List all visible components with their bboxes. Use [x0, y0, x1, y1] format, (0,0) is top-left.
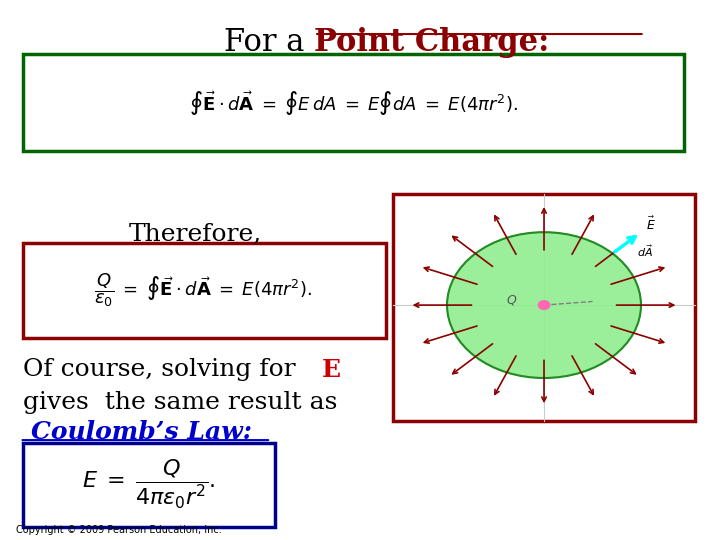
Text: Q: Q [507, 293, 517, 306]
Text: gives  the same result as: gives the same result as [23, 391, 338, 414]
FancyBboxPatch shape [23, 243, 386, 338]
Text: $d\vec{A}$: $d\vec{A}$ [637, 243, 653, 259]
Text: E: E [321, 358, 341, 382]
Text: Therefore,: Therefore, [129, 224, 262, 246]
Text: For a: For a [225, 27, 315, 58]
Circle shape [539, 301, 550, 309]
FancyBboxPatch shape [23, 443, 274, 526]
Text: Copyright © 2009 Pearson Education, Inc.: Copyright © 2009 Pearson Education, Inc. [16, 524, 222, 535]
FancyBboxPatch shape [23, 54, 684, 151]
Text: $\oint \vec{\mathbf{E}} \cdot d\vec{\mathbf{A}} \;=\; \oint E\,dA \;=\; E\oint d: $\oint \vec{\mathbf{E}} \cdot d\vec{\mat… [189, 89, 518, 117]
Text: $\vec{E}$: $\vec{E}$ [647, 215, 656, 233]
Circle shape [447, 232, 641, 378]
Text: $\dfrac{Q}{\epsilon_0} \;=\; \oint \vec{\mathbf{E}} \cdot d\vec{\mathbf{A}} \;=\: $\dfrac{Q}{\epsilon_0} \;=\; \oint \vec{… [94, 272, 312, 309]
Text: Of course, solving for: Of course, solving for [23, 359, 304, 381]
FancyBboxPatch shape [393, 194, 695, 421]
Text: Coulomb’s Law:: Coulomb’s Law: [31, 420, 252, 444]
Text: $E \;=\; \dfrac{Q}{4\pi\epsilon_0 r^2}.$: $E \;=\; \dfrac{Q}{4\pi\epsilon_0 r^2}.$ [82, 458, 216, 511]
Text: Point Charge:: Point Charge: [314, 27, 549, 58]
